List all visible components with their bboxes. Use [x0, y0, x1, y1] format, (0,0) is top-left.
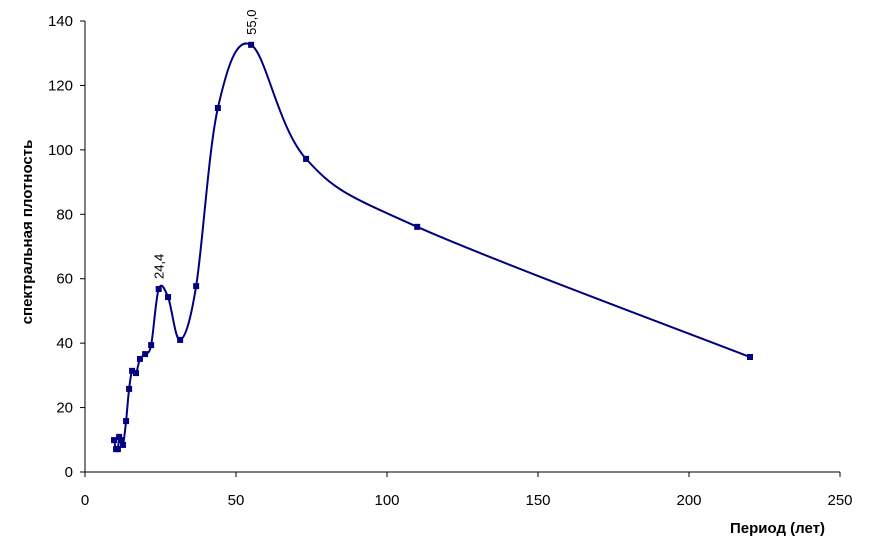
- point: [123, 418, 130, 425]
- point: [129, 367, 136, 374]
- y-tick-label: 100: [48, 142, 73, 159]
- point: [116, 433, 123, 440]
- point: [747, 353, 754, 360]
- point: [165, 294, 172, 301]
- x-axis-title: Период (лет): [730, 520, 825, 537]
- point: [117, 437, 124, 444]
- point: [126, 385, 133, 392]
- point: [303, 155, 310, 162]
- data-label: 55,0: [244, 10, 259, 35]
- line: [113, 42, 751, 452]
- x-tick-label: 250: [827, 492, 852, 509]
- x-tick-label: 0: [81, 492, 89, 509]
- x-tick-label: 50: [228, 492, 245, 509]
- y-axis-title: спектральная плотность: [19, 140, 36, 325]
- y-tick-label: 20: [56, 400, 73, 417]
- y-tick-label: 80: [56, 206, 73, 223]
- point: [414, 223, 421, 230]
- point: [177, 336, 184, 343]
- data-label: 24,4: [152, 254, 167, 279]
- point: [148, 342, 155, 349]
- point: [114, 446, 121, 453]
- point: [214, 104, 221, 111]
- x-tick-label: 100: [374, 492, 399, 509]
- x-tick-label: 200: [676, 492, 701, 509]
- y-tick-label: 0: [65, 464, 73, 481]
- point: [248, 41, 255, 48]
- point: [133, 370, 140, 377]
- point: [120, 441, 127, 448]
- x-tick-label: 150: [525, 492, 550, 509]
- point: [193, 283, 200, 290]
- point: [136, 355, 143, 362]
- y-tick-label: 140: [48, 13, 73, 30]
- point: [155, 286, 162, 293]
- point: [110, 437, 117, 444]
- y-tick-label: 120: [48, 77, 73, 94]
- y-tick-label: 40: [56, 335, 73, 352]
- y-tick-label: 60: [56, 271, 73, 288]
- point: [142, 351, 149, 358]
